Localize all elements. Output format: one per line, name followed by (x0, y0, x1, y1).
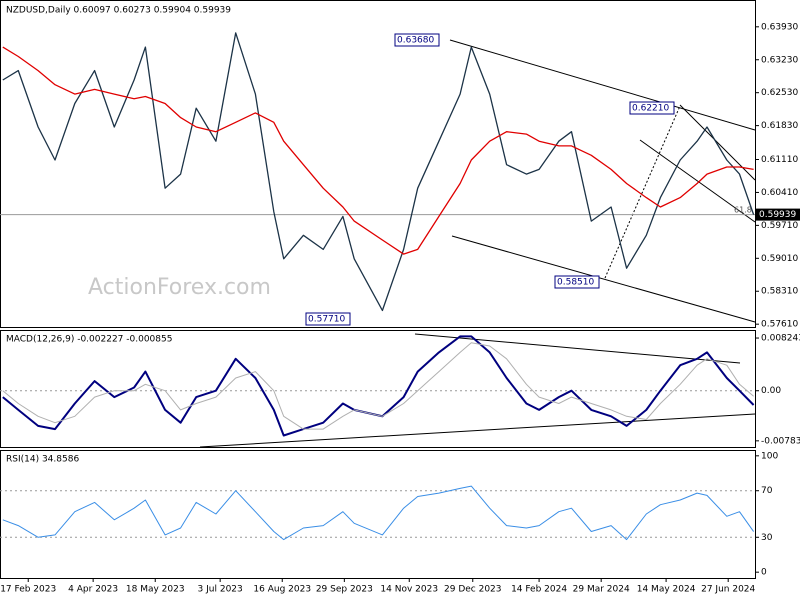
y-tick-label: 0 (761, 568, 767, 578)
y-tick-label: 0.63230 (761, 55, 798, 65)
panel-title: MACD(12,26,9) -0.002227 -0.000855 (6, 335, 172, 345)
y-tick-label: 0.00 (761, 386, 781, 396)
panel-title: RSI(14) 34.8586 (6, 455, 79, 465)
annotation: 0.63680 (397, 36, 434, 46)
y-tick-label: 70 (761, 486, 773, 496)
y-tick-label: 0.58310 (761, 287, 798, 297)
annotation: 0.58510 (557, 278, 594, 288)
x-tick-label: 29 Sep 2023 (316, 585, 373, 595)
trend-line (199, 413, 756, 448)
x-tick-label: 17 Feb 2023 (0, 585, 56, 595)
series-line (2, 342, 754, 430)
series-line (2, 32, 755, 312)
panel-title: NZDUSD,Daily 0.60097 0.60273 0.59904 0.5… (6, 6, 231, 16)
annotation-box (629, 101, 675, 115)
x-tick-label: 14 Feb 2024 (511, 585, 567, 595)
annotation-box (305, 312, 351, 326)
x-tick-label: 3 Jul 2023 (198, 585, 243, 595)
last-price-label: 0.59939 (759, 210, 796, 220)
trend-line (451, 235, 756, 323)
fib-label: 61.8 (734, 206, 752, 215)
y-tick-label: 0.62530 (761, 88, 798, 98)
annotation-box (554, 275, 600, 289)
x-tick-label: 14 Nov 2023 (380, 585, 438, 595)
price-panel (0, 0, 756, 328)
x-tick-label: 29 Mar 2024 (573, 585, 630, 595)
series-line (2, 485, 755, 541)
y-tick-label: 0.60410 (761, 188, 798, 198)
x-tick-label: 4 Apr 2023 (68, 585, 118, 595)
series-line (2, 46, 754, 255)
annotation: 0.57710 (308, 315, 345, 325)
y-tick-label: 0.61830 (761, 121, 798, 131)
y-tick-label: 0.59010 (761, 254, 798, 264)
watermark: ActionForex.com (88, 275, 271, 300)
annotation-box (394, 33, 440, 47)
last-price-box (756, 208, 800, 221)
y-tick-label: 0.63930 (761, 22, 798, 32)
trend-line (639, 139, 756, 223)
y-tick-label: 0.57610 (761, 320, 798, 330)
y-tick-label: 0.008243 (761, 334, 800, 344)
x-tick-label: 16 Aug 2023 (253, 585, 311, 595)
y-tick-label: 30 (761, 533, 773, 543)
series-line (2, 335, 755, 437)
x-tick-label: 14 May 2024 (637, 585, 696, 595)
trend-line (414, 333, 741, 364)
x-tick-label: 18 May 2023 (126, 585, 185, 595)
y-tick-label: 0.61110 (761, 155, 798, 165)
y-tick-label: 0.59710 (761, 221, 798, 231)
trend-line (449, 39, 756, 131)
macd-panel (0, 330, 756, 448)
rsi-panel (0, 450, 756, 579)
x-tick-label: 27 Jun 2024 (701, 585, 755, 595)
y-tick-label: 100 (761, 451, 778, 461)
x-tick-label: 29 Dec 2023 (444, 585, 502, 595)
fib-line (604, 105, 681, 279)
annotation: 0.62210 (632, 104, 669, 114)
y-tick-label: -0.007836 (761, 436, 800, 446)
